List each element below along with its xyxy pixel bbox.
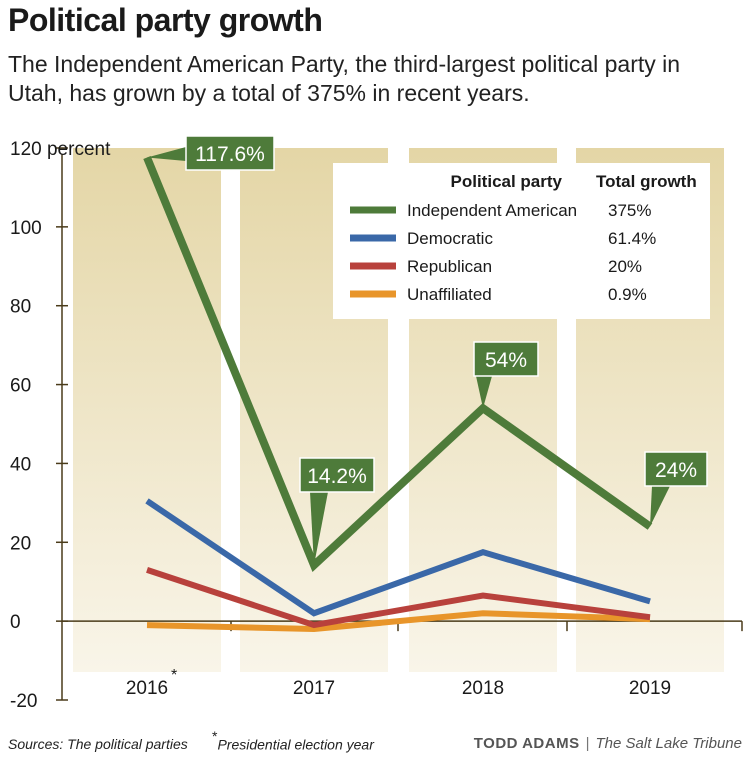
y-tick-label: -20 <box>10 691 37 712</box>
callout-box <box>644 451 708 487</box>
chart-title: Political party growth <box>8 2 323 38</box>
legend-entry-growth: 375% <box>608 201 651 220</box>
y-tick-label: 120 percent <box>10 139 111 160</box>
sources-note: Sources: The political parties <box>8 736 188 752</box>
series-line-republican <box>146 567 651 629</box>
legend-entry-name: Unaffiliated <box>407 285 492 304</box>
publication-name: The Salt Lake Tribune <box>595 735 742 752</box>
legend-header-growth: Total growth <box>596 172 697 191</box>
callout-box <box>185 135 275 171</box>
callout-label: 24% <box>655 459 697 482</box>
y-tick-label: 20 <box>10 533 31 554</box>
callout-pointer <box>476 376 492 409</box>
x-tick-label: 2019 <box>629 678 671 699</box>
legend-entry-growth: 0.9% <box>608 285 647 304</box>
callout-pointer <box>310 492 328 566</box>
credit-separator: | <box>585 735 590 752</box>
callout-label: 54% <box>485 349 527 372</box>
legend-entry-name: Independent American <box>407 201 577 220</box>
y-tick-label: 40 <box>10 454 31 475</box>
callout-box <box>299 457 375 493</box>
callout-box <box>473 341 539 377</box>
callout-pointer <box>650 486 670 527</box>
series-line-unaffiliated <box>146 610 651 633</box>
chart-subtitle: The Independent American Party, the thir… <box>8 51 681 106</box>
callout-label: 117.6% <box>195 143 265 166</box>
asterisk-mark: * <box>212 728 218 744</box>
legend-header-party: Political party <box>451 172 563 191</box>
series-line-independent-american <box>143 155 653 573</box>
year-band-2016 <box>73 148 221 672</box>
credit-line: TODD ADAMS | The Salt Lake Tribune <box>474 735 742 752</box>
x-tick-label: 2018 <box>462 678 504 699</box>
x-tick-label: 2017 <box>293 678 335 699</box>
legend-entry-growth: 20% <box>608 257 642 276</box>
legend-entry-growth: 61.4% <box>608 229 656 248</box>
y-tick-label: 80 <box>10 297 31 318</box>
election-year-text: Presidential election year <box>217 736 374 753</box>
y-tick-label: 100 <box>10 218 42 239</box>
x-tick-mark: * <box>171 667 177 684</box>
series-line-democratic <box>145 498 651 617</box>
legend-entry-name: Democratic <box>407 229 493 248</box>
legend-entry-name: Republican <box>407 257 492 276</box>
y-tick-label: 60 <box>10 376 31 397</box>
election-year-note: *Presidential election year <box>212 728 374 753</box>
callout-pointer <box>147 147 186 161</box>
author-name: TODD ADAMS <box>473 735 580 752</box>
y-tick-label: 0 <box>10 612 21 633</box>
x-tick-label: 2016 <box>126 678 168 699</box>
callout-label: 14.2% <box>307 465 367 488</box>
